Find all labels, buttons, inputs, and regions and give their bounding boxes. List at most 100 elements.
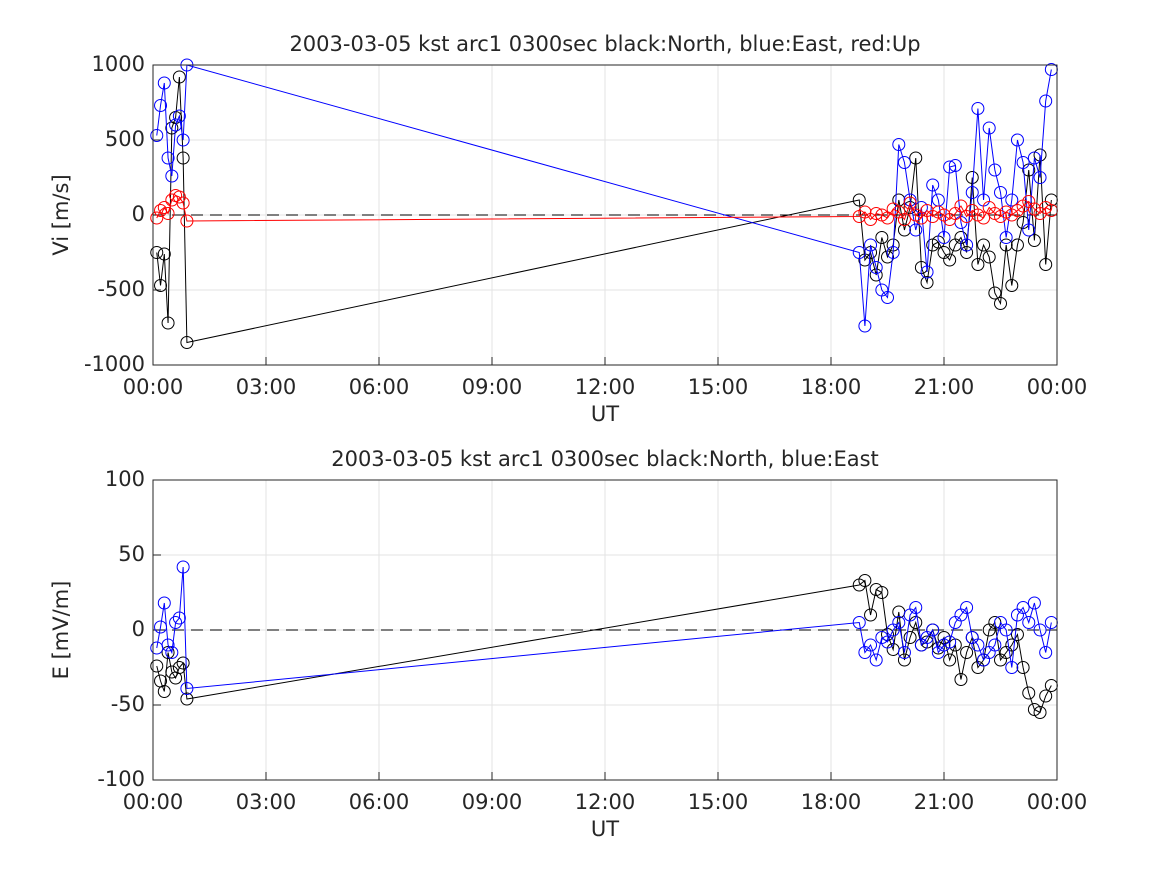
y-tick-label: 100: [105, 467, 145, 491]
data-point: [965, 186, 979, 199]
x-axis-label: UT: [591, 402, 619, 426]
data-point: [994, 297, 1007, 310]
data-point: [1016, 661, 1030, 674]
data-point: [864, 608, 878, 622]
series-line: [156, 76, 1052, 344]
x-tick-label: 12:00: [575, 375, 636, 399]
data-point: [864, 238, 878, 252]
data-point: [154, 204, 168, 217]
y-tick-label: 50: [118, 542, 145, 566]
x-axis-label: UT: [591, 817, 619, 841]
data-point: [157, 76, 171, 90]
data-point: [948, 159, 962, 172]
data-point: [154, 99, 168, 112]
axes-box: [152, 479, 1058, 781]
data-point: [954, 199, 968, 213]
y-tick-label: 0: [132, 202, 145, 226]
x-tick-label: 21:00: [914, 790, 975, 814]
x-tick-label: 00:00: [123, 375, 184, 399]
data-point: [999, 623, 1013, 637]
data-point: [1033, 171, 1047, 184]
data-point: [1039, 689, 1053, 703]
data-point: [909, 601, 923, 614]
data-point: [1016, 601, 1030, 614]
data-point: [1039, 258, 1053, 271]
data-point: [1005, 193, 1019, 207]
data-point: [897, 213, 911, 226]
data-point: [852, 193, 866, 207]
x-tick-label: 06:00: [349, 375, 410, 399]
x-tick-label: 15:00: [688, 375, 749, 399]
data-point: [897, 223, 911, 237]
data-point: [988, 163, 1002, 177]
y-tick-label: 0: [132, 617, 145, 641]
data-point: [954, 673, 968, 686]
x-tick-label: 03:00: [236, 790, 297, 814]
data-point: [150, 659, 164, 673]
series-line: [156, 194, 1052, 222]
x-tick-label: 12:00: [575, 790, 636, 814]
data-point: [977, 211, 991, 225]
axes-box: [152, 64, 1058, 366]
x-tick-label: 15:00: [688, 790, 749, 814]
data-point: [1022, 686, 1036, 700]
data-point: [943, 635, 957, 649]
data-point: [897, 156, 911, 169]
data-point: [172, 70, 186, 84]
data-point: [176, 151, 190, 165]
y-tick-label: -100: [97, 767, 145, 791]
data-point: [165, 646, 179, 659]
data-point: [157, 685, 171, 698]
chart-title: 2003-03-05 kst arc1 0300sec black:North,…: [331, 447, 879, 471]
data-point: [881, 635, 894, 649]
data-point: [892, 616, 906, 629]
data-point: [1010, 238, 1024, 252]
data-point: [960, 246, 974, 259]
data-point: [920, 265, 934, 279]
data-point: [864, 638, 878, 652]
data-point: [161, 646, 175, 659]
data-point: [982, 121, 996, 135]
data-point: [169, 118, 183, 132]
data-point: [1016, 156, 1030, 169]
data-point: [909, 151, 923, 165]
data-point: [1033, 706, 1047, 719]
data-point: [881, 291, 894, 304]
data-point: [1010, 628, 1024, 641]
data-point: [903, 193, 917, 207]
data-point: [892, 138, 906, 151]
data-point: [161, 207, 175, 220]
data-point: [897, 653, 911, 667]
data-point: [176, 656, 190, 670]
data-point: [157, 596, 171, 610]
data-point: [161, 151, 175, 165]
data-point: [176, 196, 190, 210]
y-tick-label: 1000: [92, 52, 145, 76]
x-tick-label: 00:00: [1027, 375, 1088, 399]
data-point: [154, 279, 168, 292]
data-point: [988, 286, 1002, 300]
data-point: [869, 261, 883, 274]
x-tick-label: 18:00: [801, 375, 862, 399]
data-point: [943, 160, 957, 174]
data-point: [943, 653, 957, 667]
y-tick-label: -500: [97, 277, 145, 301]
data-point: [180, 692, 194, 706]
data-point: [1005, 638, 1019, 652]
y-tick-label: -50: [111, 692, 145, 716]
data-point: [903, 196, 917, 210]
data-point: [903, 631, 917, 644]
data-point: [180, 336, 194, 349]
data-point: [982, 250, 996, 264]
data-point: [909, 223, 923, 237]
data-point: [852, 616, 866, 629]
data-point: [875, 586, 889, 599]
y-tick-label: 500: [105, 127, 145, 151]
data-point: [150, 129, 164, 142]
chart-title: 2003-03-05 kst arc1 0300sec black:North,…: [289, 32, 920, 56]
data-point: [180, 682, 194, 695]
data-point: [1027, 151, 1041, 165]
data-point: [886, 246, 900, 259]
data-point: [965, 171, 979, 184]
y-tick-label: -1000: [84, 352, 145, 376]
